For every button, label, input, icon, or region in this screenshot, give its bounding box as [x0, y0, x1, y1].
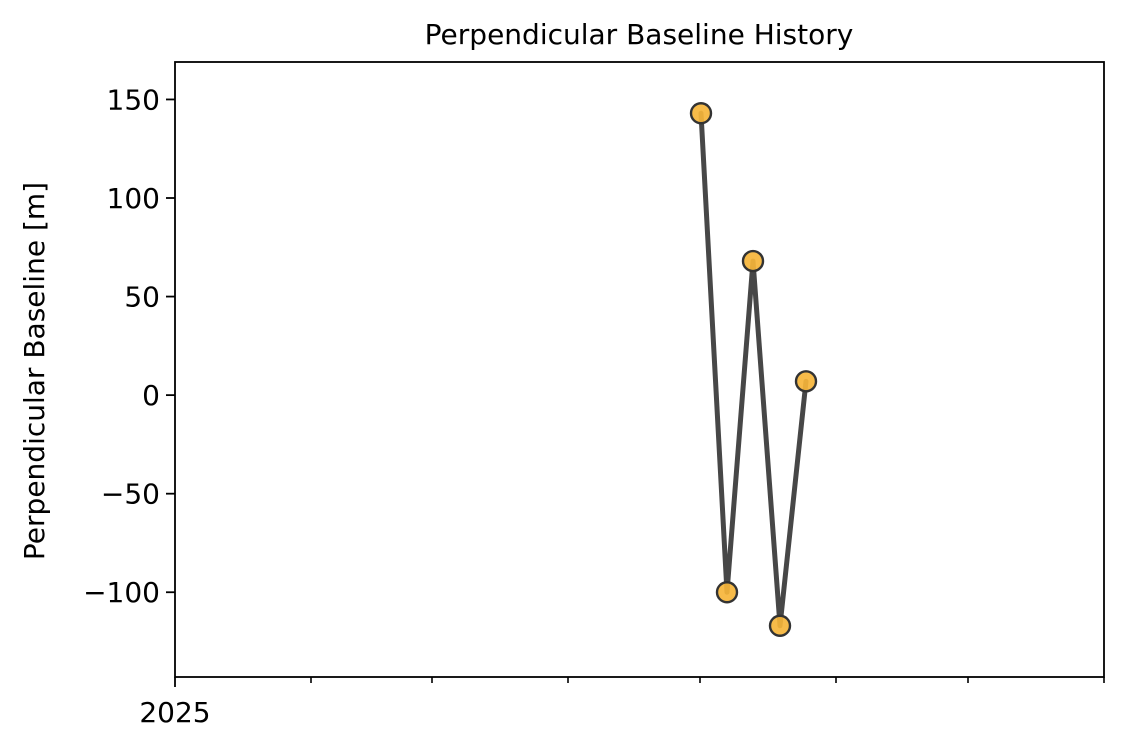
y-axis-label: Perpendicular Baseline [m]: [18, 182, 51, 560]
series-layer: [689, 102, 818, 637]
y-tick-label: 0: [142, 379, 160, 412]
data-point: [689, 102, 713, 125]
data-point: [741, 249, 765, 273]
data-point: [794, 370, 818, 393]
y-tick-label: 50: [124, 281, 160, 314]
data-point: [715, 581, 739, 604]
plot-frame: [174, 61, 1105, 678]
series-line: [698, 110, 809, 629]
chart-title: Perpendicular Baseline History: [425, 18, 854, 51]
y-tick-label: 100: [107, 182, 160, 215]
y-tick-label: −50: [101, 478, 160, 511]
x-tick-label: 2025: [139, 696, 210, 729]
x-minor-ticks: [310, 677, 1105, 683]
y-axis-ticks: 150 100 50 0 −50 −100: [83, 83, 175, 609]
y-tick-label: 150: [107, 83, 160, 116]
y-tick-label: −100: [83, 576, 160, 609]
data-point: [768, 614, 792, 637]
